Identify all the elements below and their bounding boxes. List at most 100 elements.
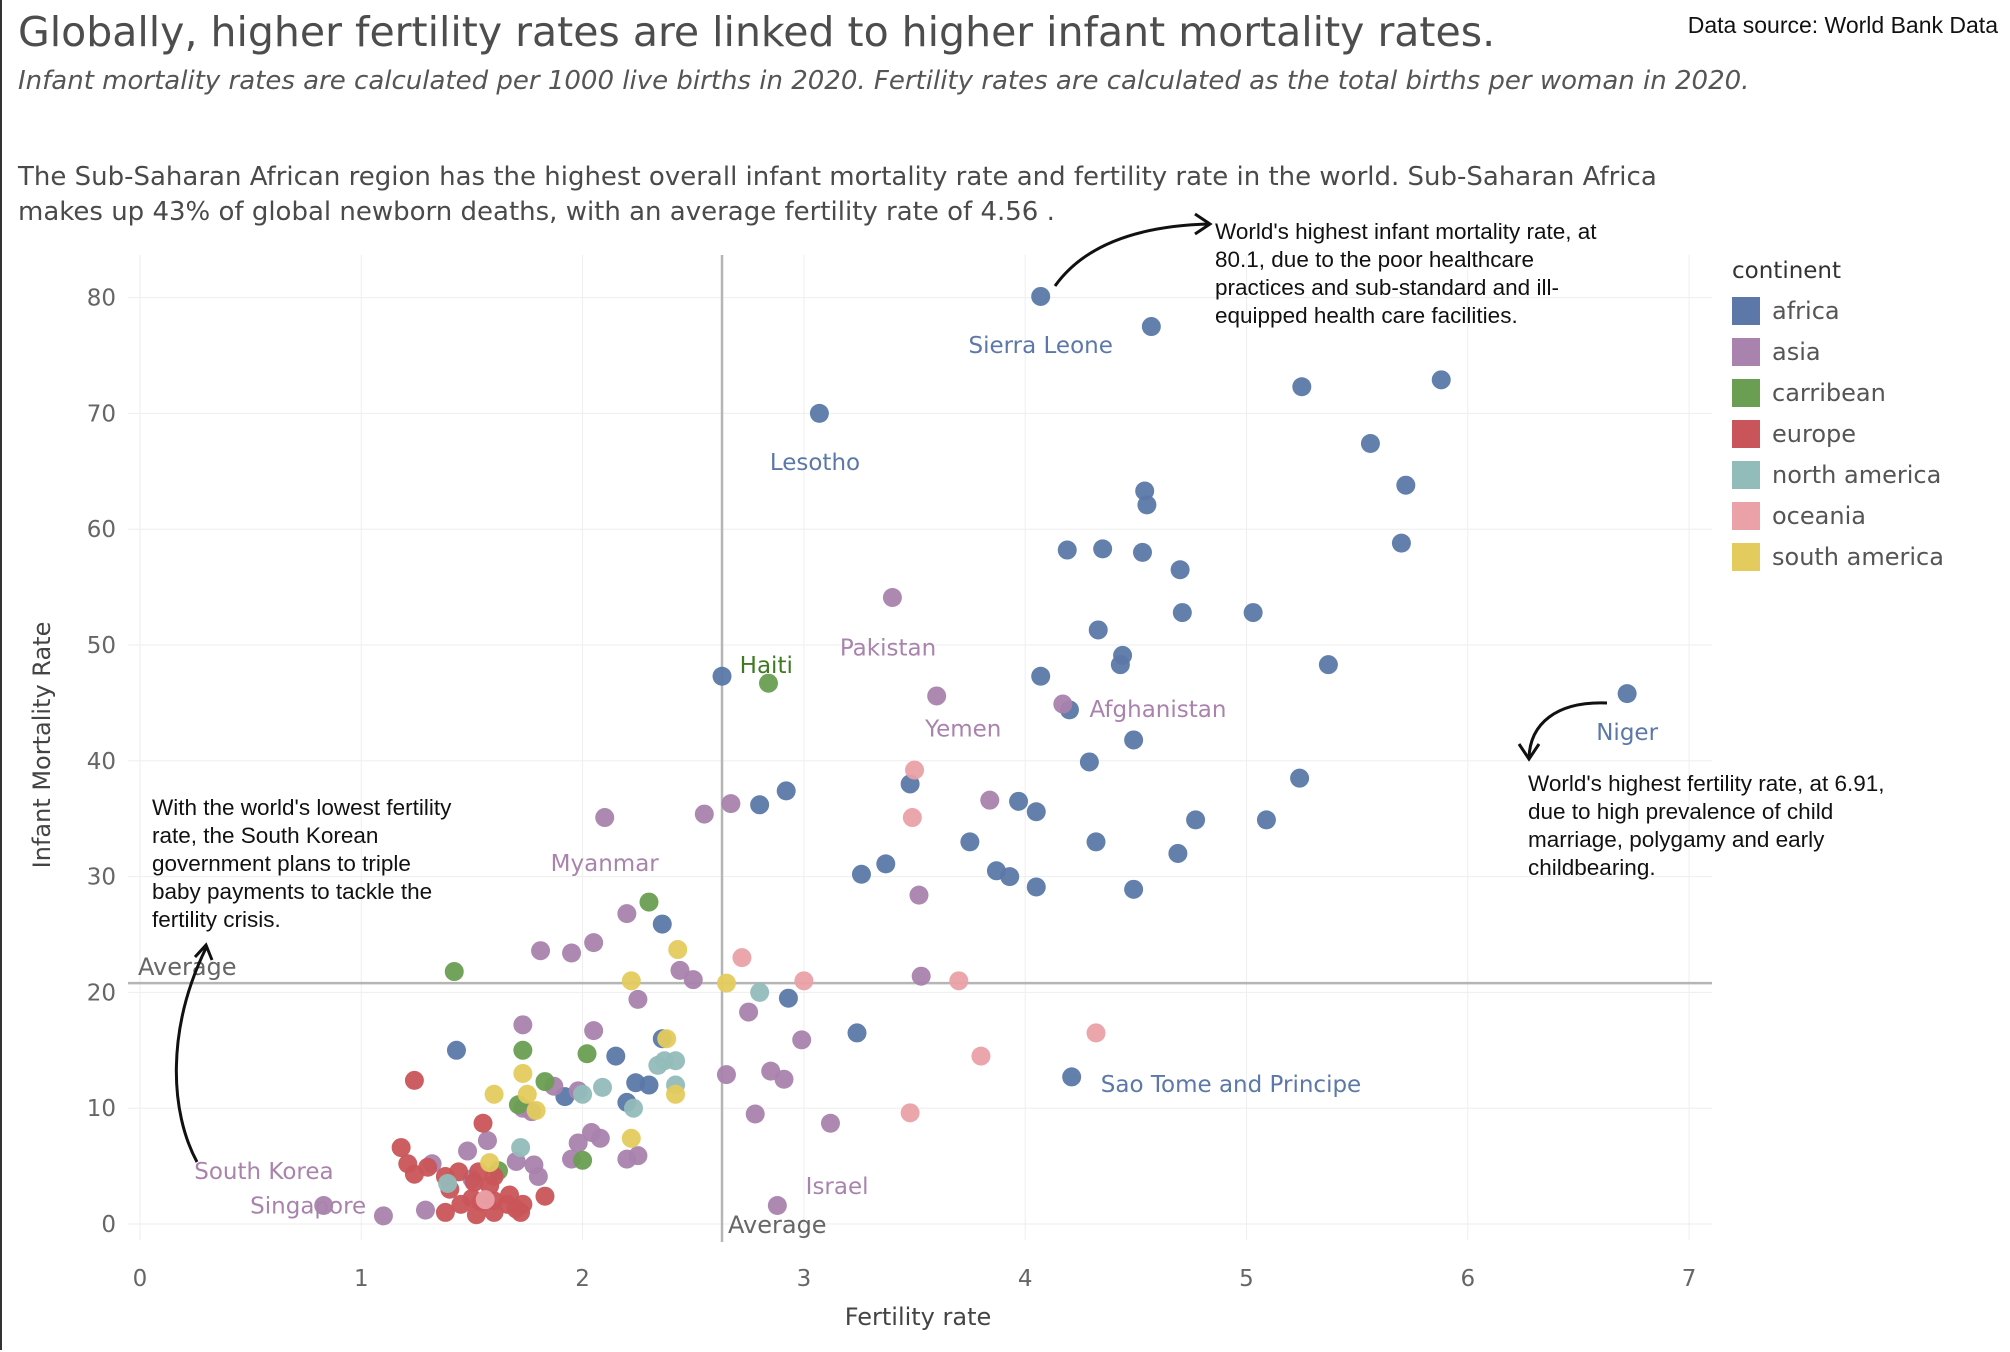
point-asia[interactable] [911, 966, 931, 986]
point-north-america[interactable] [438, 1173, 458, 1193]
legend-item-carribean[interactable]: carribean [1732, 372, 1944, 413]
point-africa[interactable] [1088, 620, 1108, 640]
point-africa[interactable] [1170, 560, 1190, 580]
point-africa[interactable] [1031, 286, 1051, 306]
point-asia[interactable] [531, 941, 551, 961]
point-asia[interactable] [739, 1002, 759, 1022]
point-europe[interactable] [513, 1194, 533, 1214]
point-asia[interactable] [513, 1015, 533, 1035]
point-asia[interactable] [458, 1141, 478, 1161]
point-africa[interactable] [639, 1075, 659, 1095]
point-asia[interactable] [683, 970, 703, 990]
point-carribean[interactable] [513, 1040, 533, 1060]
point-europe[interactable] [500, 1185, 520, 1205]
point-europe[interactable] [435, 1202, 455, 1222]
point-africa[interactable] [1009, 791, 1029, 811]
point-europe[interactable] [473, 1113, 493, 1133]
point-asia[interactable] [415, 1200, 435, 1220]
legend-item-south-america[interactable]: south america [1732, 536, 1944, 577]
point-oceania[interactable] [971, 1046, 991, 1066]
legend-item-asia[interactable]: asia [1732, 331, 1944, 372]
point-asia[interactable] [721, 794, 741, 814]
point-oceania[interactable] [794, 971, 814, 991]
point-south-america[interactable] [716, 973, 736, 993]
point-europe[interactable] [391, 1138, 411, 1158]
point-europe[interactable] [535, 1186, 555, 1206]
point-oceania[interactable] [905, 760, 925, 780]
point-south-america[interactable] [666, 1084, 686, 1104]
point-africa[interactable] [876, 854, 896, 874]
point-asia[interactable] [774, 1069, 794, 1089]
point-africa[interactable] [1026, 877, 1046, 897]
point-oceania[interactable] [732, 948, 752, 968]
point-africa[interactable] [1137, 495, 1157, 515]
legend-item-europe[interactable]: europe [1732, 413, 1944, 454]
point-africa[interactable] [851, 864, 871, 884]
point-europe[interactable] [466, 1205, 486, 1225]
point-africa[interactable] [750, 795, 770, 815]
point-africa[interactable] [1079, 752, 1099, 772]
point-africa[interactable] [847, 1023, 867, 1043]
point-asia[interactable] [792, 1030, 812, 1050]
point-carribean[interactable] [444, 962, 464, 982]
point-africa[interactable] [1360, 434, 1380, 454]
point-asia[interactable] [590, 1128, 610, 1148]
point-carribean[interactable] [535, 1072, 555, 1092]
point-africa[interactable] [776, 781, 796, 801]
point-asia[interactable] [909, 885, 929, 905]
point-africa[interactable] [1617, 684, 1637, 704]
point-south-america[interactable] [621, 1128, 641, 1148]
point-asia[interactable] [373, 1206, 393, 1226]
point-asia[interactable] [617, 904, 637, 924]
point-oceania[interactable] [475, 1190, 495, 1210]
point-africa[interactable] [1062, 1067, 1082, 1087]
point-asia[interactable] [882, 588, 902, 608]
point-north-america[interactable] [648, 1055, 668, 1075]
point-carribean[interactable] [573, 1150, 593, 1170]
point-south-america[interactable] [484, 1084, 504, 1104]
point-north-america[interactable] [593, 1077, 613, 1097]
point-asia[interactable] [670, 960, 690, 980]
point-carribean[interactable] [639, 892, 659, 912]
point-africa[interactable] [1132, 542, 1152, 562]
point-africa[interactable] [1086, 832, 1106, 852]
point-africa[interactable] [446, 1040, 466, 1060]
point-carribean[interactable] [758, 673, 778, 693]
point-africa[interactable] [1124, 879, 1144, 899]
point-asia[interactable] [820, 1113, 840, 1133]
point-asia[interactable] [694, 804, 714, 824]
point-south-america[interactable] [517, 1084, 537, 1104]
point-south-america[interactable] [480, 1153, 500, 1173]
point-africa[interactable] [960, 832, 980, 852]
point-africa[interactable] [1124, 730, 1144, 750]
point-asia[interactable] [568, 1133, 588, 1153]
point-africa[interactable] [1243, 603, 1263, 623]
point-africa[interactable] [652, 914, 672, 934]
point-africa[interactable] [1391, 533, 1411, 553]
point-south-america[interactable] [668, 940, 688, 960]
point-asia[interactable] [1053, 694, 1073, 714]
point-asia[interactable] [628, 1146, 648, 1166]
legend-item-africa[interactable]: africa [1732, 290, 1944, 331]
point-africa[interactable] [1110, 655, 1130, 675]
point-africa[interactable] [1141, 317, 1161, 337]
point-asia[interactable] [745, 1104, 765, 1124]
point-africa[interactable] [1396, 475, 1416, 495]
point-africa[interactable] [606, 1046, 626, 1066]
point-asia[interactable] [477, 1131, 497, 1151]
point-europe[interactable] [404, 1070, 424, 1090]
point-north-america[interactable] [573, 1084, 593, 1104]
point-europe[interactable] [404, 1164, 424, 1184]
point-africa[interactable] [1172, 603, 1192, 623]
point-africa[interactable] [712, 666, 732, 686]
point-asia[interactable] [595, 808, 615, 828]
point-asia[interactable] [716, 1065, 736, 1085]
point-africa[interactable] [1000, 867, 1020, 887]
point-asia[interactable] [584, 1021, 604, 1041]
point-asia[interactable] [767, 1195, 787, 1215]
point-south-america[interactable] [657, 1029, 677, 1049]
point-north-america[interactable] [666, 1051, 686, 1071]
point-oceania[interactable] [949, 971, 969, 991]
point-asia[interactable] [628, 989, 648, 1009]
point-asia[interactable] [927, 686, 947, 706]
